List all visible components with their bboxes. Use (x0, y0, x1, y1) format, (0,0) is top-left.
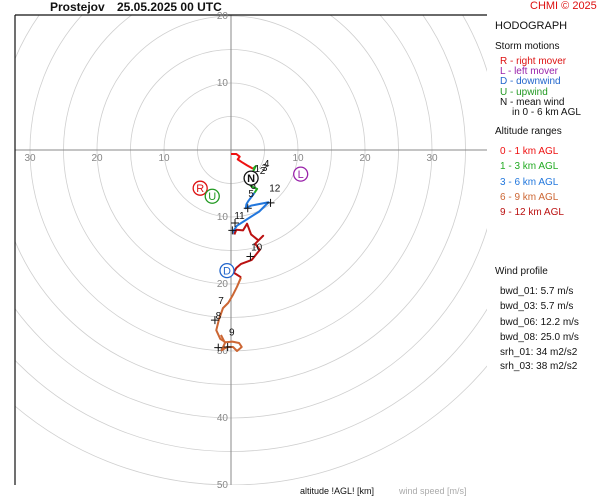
helicity-item: srh_01: 34 m2/s2 (500, 347, 578, 358)
hodograph-segment (232, 192, 270, 235)
altitude-range-legend-item: 1 - 3 km AGL (500, 161, 559, 173)
altitude-footer-label: altitude !AGL! [km] (300, 486, 375, 496)
x-tick-label: 10 (292, 153, 304, 164)
wind-profile-item: bwd_06: 12.2 m/s (500, 316, 579, 328)
altitude-label: 3 (262, 163, 268, 174)
altitude-label: 10 (251, 243, 263, 254)
station-name: Prostejov (50, 0, 105, 14)
storm-motion-marker (204, 188, 220, 204)
altitude-cross-marker (228, 226, 237, 235)
altitude-range-legend-item: 6 - 9 km AGL (500, 191, 559, 203)
altitude-label: 9 (229, 328, 235, 339)
storm-motion-marker-label: N (247, 173, 255, 185)
x-tick-label: 20 (359, 153, 371, 164)
altitude-cross-marker (214, 343, 223, 352)
storm-motion-marker (293, 166, 309, 182)
storm-motion-marker-label: U (208, 191, 216, 203)
altitude-cross-marker (246, 252, 255, 261)
altitude-label: 1 (254, 164, 260, 175)
altitude-cross-marker (223, 342, 232, 351)
wind-profile-item: bwd_08: 25.0 m/s (500, 331, 579, 343)
helicity-item: srh_03: 38 m2/s2 (500, 361, 578, 372)
altitude-label: 11 (234, 211, 245, 222)
altitude-label: 5 (248, 189, 254, 200)
hodograph-segment (215, 276, 243, 352)
altitude-cross-marker (266, 198, 275, 207)
altitude-label: 6 (250, 181, 256, 192)
wind-speed-footer-label: wind speed [m/s] (399, 486, 467, 496)
storm-motion-marker-label: L (298, 169, 304, 181)
storm-motions-title: Storm motions (495, 41, 560, 52)
storm-motion-legend-item: D - downwind (500, 76, 561, 88)
storm-motion-legend-item: U - upwind (500, 86, 548, 98)
storm-motion-legend-item: N - mean wind (500, 96, 565, 108)
wind-profile-item: bwd_01: 5.7 m/s (500, 286, 574, 297)
range-rings (15, 15, 487, 485)
hodograph-segment (232, 222, 265, 279)
y-tick-label: 50 (217, 480, 229, 491)
altitude-label: 2 (260, 166, 266, 177)
storm-motion-legend-item: L - left mover (500, 66, 558, 78)
y-tick-label: 10 (217, 78, 229, 89)
altitude-label: 12 (269, 184, 281, 195)
storm-motion-marker (243, 170, 259, 186)
hodograph-segment (231, 153, 254, 170)
altitude-cross-marker (243, 204, 252, 213)
storm-motion-marker (219, 262, 235, 279)
altitude-range-legend-item: 3 - 6 km AGL (500, 176, 559, 188)
storm-motion-marker (192, 180, 208, 196)
storm-motion-marker-label: D (223, 266, 231, 278)
altitude-range-legend-item: 0 - 1 km AGL (500, 146, 559, 157)
storm-motion-marker-label: R (196, 183, 204, 195)
wind-profile-item: bwd_03: 5.7 m/s (500, 301, 574, 313)
x-tick-label: 20 (91, 153, 103, 164)
x-tick-label: 30 (24, 153, 36, 164)
altitude-label: 7 (218, 296, 224, 307)
range-ring (15, 15, 487, 419)
y-tick-label: 40 (217, 413, 229, 424)
run-datetime: 25.05.2025 00 UTC (117, 0, 222, 14)
y-tick-label: 30 (217, 346, 229, 357)
altitude-ranges-title: Altitude ranges (495, 126, 562, 137)
altitude-cross-marker (210, 316, 219, 325)
panel-title: HODOGRAPH (495, 20, 568, 32)
x-tick-label: 10 (158, 153, 170, 164)
y-tick-label: 20 (217, 11, 229, 22)
storm-motion-legend-item: in 0 - 6 km AGL (512, 107, 581, 118)
y-tick-label: 20 (217, 279, 229, 290)
storm-motion-legend-item: R - right mover (500, 56, 567, 67)
altitude-cross-marker (231, 219, 240, 228)
altitude-label: 8 (216, 311, 222, 322)
credit-text: CHMI © 2025 (530, 0, 597, 12)
range-ring (15, 365, 487, 485)
wind-profile-title: Wind profile (495, 266, 548, 277)
x-tick-label: 30 (426, 153, 438, 164)
altitude-range-legend-item: 9 - 12 km AGL (500, 207, 564, 219)
altitude-label: 4 (264, 159, 270, 170)
y-tick-label: 10 (217, 212, 229, 223)
